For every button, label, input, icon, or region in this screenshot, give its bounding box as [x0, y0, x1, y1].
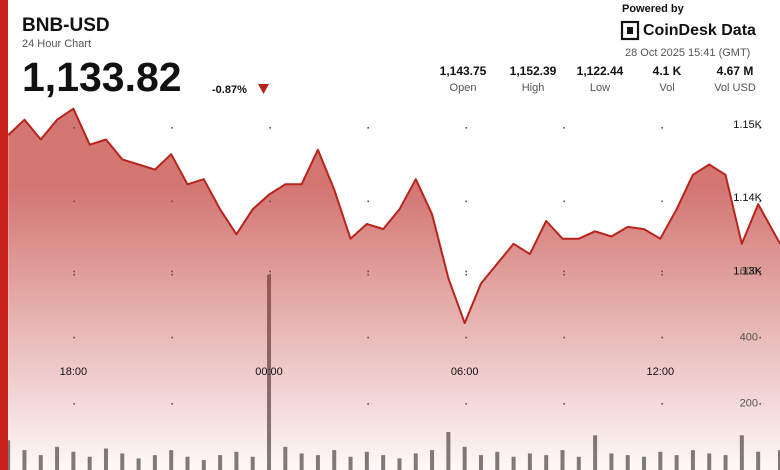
brand: CoinDesk Data	[643, 22, 756, 39]
timestamp: 28 Oct 2025 15:41 (GMT)	[625, 47, 750, 59]
down-arrow	[258, 84, 269, 94]
y2-tick-label: 400	[740, 332, 758, 344]
y-tick-label: 1.14K	[733, 192, 762, 204]
x-tick-label: 00:00	[255, 366, 283, 378]
symbol: BNB-USD	[22, 15, 110, 36]
y2-tick-label: 200	[740, 398, 758, 410]
price: 1,133.82	[22, 54, 182, 100]
volume-bar	[6, 440, 11, 470]
price-area	[8, 108, 780, 470]
stat-value: 4.1 K	[653, 64, 682, 78]
price-line	[7, 107, 780, 325]
stat-label: Low	[590, 82, 610, 94]
stats: 1,143.75 Open 1,152.39 High 1,122.44 Low 4.1 K…	[440, 64, 756, 94]
stat-label: High	[522, 82, 545, 94]
x-tick-label: 18:00	[60, 366, 88, 378]
stat-label: Open	[450, 82, 477, 94]
y-tick-label: 1.15K	[733, 119, 762, 131]
brand-logo	[620, 20, 640, 41]
stat-label: Vol USD	[714, 82, 756, 94]
powered-by: Powered by	[622, 3, 685, 15]
plot-area: 200 400 600 1.15K 1.14K 1.13K 18:00 00:00 06:00 1…	[0, 107, 780, 470]
y-tick-label: 1.13K	[733, 266, 762, 278]
stat-value: 1,122.44	[577, 64, 624, 78]
stat-value: 1,143.75	[440, 64, 487, 78]
stat-label: Vol	[659, 82, 674, 94]
change: -0.87%	[212, 84, 247, 96]
y2-tick-label: 600	[740, 265, 758, 277]
x-tick-label: 06:00	[451, 366, 479, 378]
accent-bar	[0, 0, 8, 470]
stat-value: 4.67 M	[717, 64, 754, 78]
subtitle: 24 Hour Chart	[22, 38, 91, 50]
x-tick-label: 12:00	[647, 366, 675, 378]
stat-value: 1,152.39	[510, 64, 557, 78]
